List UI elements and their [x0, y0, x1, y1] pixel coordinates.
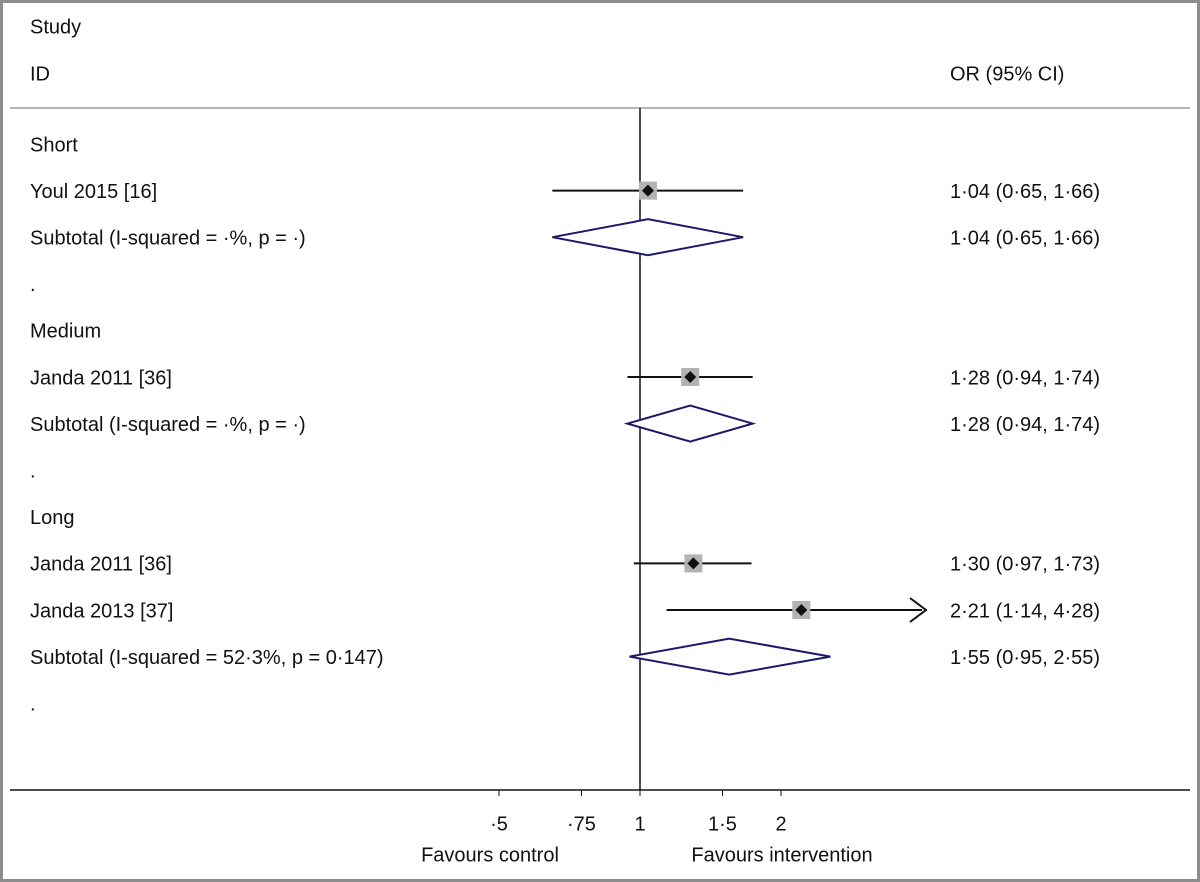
row-label: Janda 2011 [36]	[30, 554, 172, 576]
row-label: Janda 2013 [37]	[30, 600, 173, 622]
point-estimate	[684, 371, 697, 383]
row-label: Subtotal (I-squared = ·%, p = ·)	[30, 414, 306, 436]
point-estimate	[687, 557, 700, 570]
estimate-label: 1·28 (0·94, 1·74)	[950, 367, 1100, 389]
pooled-diamond	[552, 218, 744, 257]
row-label: Youl 2015 [16]	[30, 181, 157, 203]
estimate-label: 1·04 (0·65, 1·66)	[950, 181, 1100, 203]
x-tick-label: 1	[634, 813, 645, 835]
x-right-label: Favours intervention	[691, 844, 872, 866]
estimate-label: 2·21 (1·14, 4·28)	[950, 600, 1100, 622]
row-label: Subtotal (I-squared = ·%, p = ·)	[30, 227, 306, 249]
row-label: .	[30, 460, 36, 482]
estimate-label: 1·28 (0·94, 1·74)	[950, 414, 1100, 436]
x-tick-label: ·5	[490, 813, 508, 835]
x-tick-label: 2	[775, 813, 786, 835]
row-label: Subtotal (I-squared = 52·3%, p = 0·147)	[30, 647, 384, 669]
estimate-label: 1·04 (0·65, 1·66)	[950, 227, 1100, 249]
row-label: Long	[30, 507, 75, 529]
x-left-label: Favours control	[421, 844, 559, 866]
pooled-diamond	[623, 404, 757, 443]
row-label: Janda 2011 [36]	[30, 367, 172, 389]
estimate-label: 1·30 (0·97, 1·73)	[950, 554, 1100, 576]
point-estimate	[641, 184, 654, 197]
x-tick-label: 1·5	[708, 813, 737, 835]
row-label: Medium	[30, 321, 101, 343]
header-study: Study	[30, 16, 81, 38]
pooled-diamond	[629, 637, 831, 676]
x-tick-label: ·75	[567, 813, 596, 835]
estimate-label: 1·55 (0·95, 2·55)	[950, 647, 1100, 669]
row-label: Short	[30, 134, 78, 156]
ci-arrow	[909, 597, 928, 623]
row-label: .	[30, 274, 36, 296]
header-estimate: OR (95% CI)	[950, 63, 1064, 85]
header-id: ID	[30, 63, 50, 85]
row-label: .	[30, 693, 36, 715]
point-estimate	[795, 604, 808, 616]
